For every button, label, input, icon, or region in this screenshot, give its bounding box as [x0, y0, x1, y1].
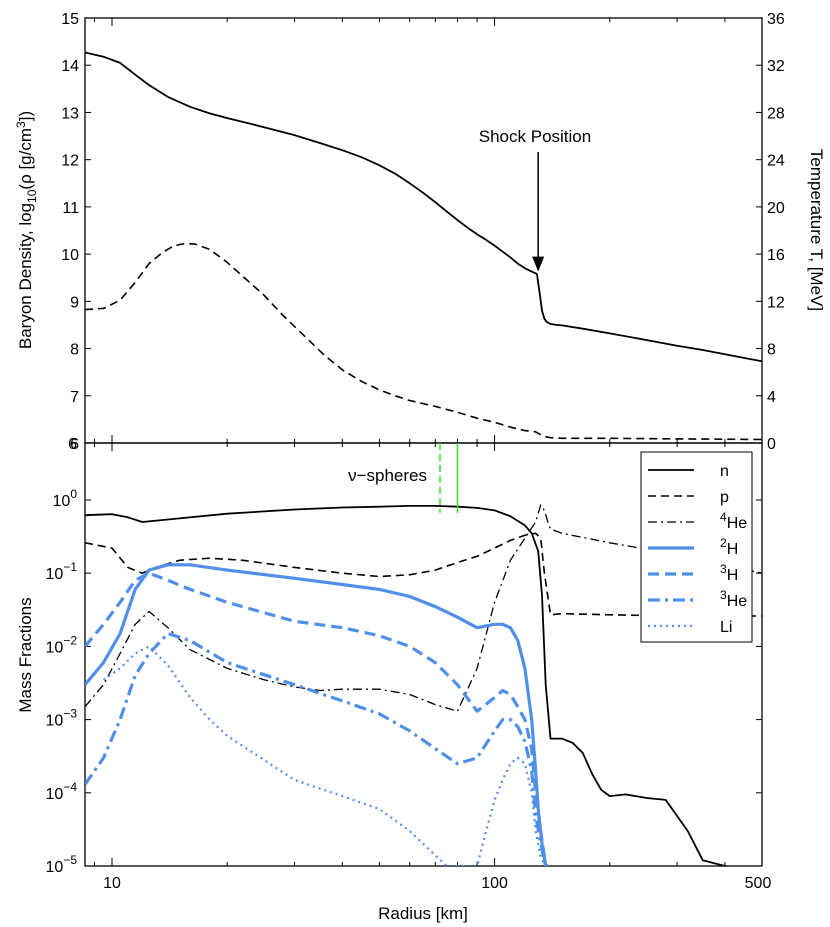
legend-label: 3He [720, 588, 747, 610]
top-y2tick-label: 32 [767, 58, 785, 75]
top-y2tick-label: 16 [767, 247, 785, 264]
ylabel-part-3: (ρ [g/cm [16, 128, 35, 190]
legend-box [640, 451, 753, 643]
bottom-series-group [85, 504, 762, 866]
temperature-line [85, 242, 762, 441]
top-ytick-label: 15 [61, 11, 79, 28]
top-right-axis: 0 4 8 12 16 20 24 28 32 36 [756, 11, 785, 453]
top-y2tick-label: 24 [767, 153, 785, 170]
ylabel-part-1: Baryon Density, log [16, 203, 35, 349]
bottom-ytick-label: 10−1 [46, 560, 78, 583]
top-ytick-label: 14 [61, 58, 79, 75]
bottom-y-axis: 10−5 10−4 10−3 10−2 10−1 100 6 [46, 436, 762, 876]
top-ytick-label: 8 [70, 342, 79, 359]
bottom-x-axis: 10 100 500 [93, 443, 772, 892]
right-axis-title: Temperature T, [MeV] [807, 149, 826, 311]
legend-label: 4He [720, 510, 747, 532]
left-axis-title-bottom: Mass Fractions [16, 597, 35, 712]
top-ytick-label: 13 [61, 105, 79, 122]
density-line [85, 51, 762, 363]
top-panel-frame [84, 17, 763, 444]
top-ytick-label: 9 [70, 294, 79, 311]
nu-spheres-label: ν−spheres [348, 466, 427, 485]
ylabel-part-5: ]) [16, 111, 35, 121]
legend-label: p [720, 489, 729, 506]
x-axis-title: Radius [km] [378, 904, 468, 923]
top-y2tick-label: 28 [767, 105, 785, 122]
series-2h-line [85, 563, 549, 866]
legend-label: Li [720, 619, 732, 636]
top-ytick-label: 6 [70, 436, 79, 453]
series-p-line [85, 532, 762, 617]
series-li-line [102, 645, 547, 866]
shock-arrow-head [532, 256, 545, 272]
top-y2tick-label: 36 [767, 11, 785, 28]
nu-spheres-markers [439, 443, 459, 513]
legend: np 4He 2H 3H 3He Li [640, 451, 753, 643]
legend-label: 3H [720, 562, 738, 584]
bottom-ytick-label: 6 [68, 436, 77, 453]
ylabel-part-4: 3 [14, 121, 28, 128]
shock-position-label: Shock Position [479, 127, 591, 146]
top-y2tick-label: 20 [767, 200, 785, 217]
top-series-group [85, 51, 762, 441]
top-ytick-label: 10 [61, 247, 79, 264]
series-n-line [85, 504, 731, 866]
bottom-ytick-label: 10−5 [46, 853, 78, 876]
shock-arrow [532, 152, 545, 272]
top-y2tick-label: 12 [767, 294, 785, 311]
top-y2tick-label: 0 [767, 436, 776, 453]
bottom-xtick-label: 100 [481, 875, 508, 892]
top-ytick-label: 11 [62, 200, 79, 217]
series-4he-line [85, 504, 762, 712]
legend-label: n [720, 463, 729, 480]
top-left-axis: 6 7 8 9 10 11 12 13 14 15 [61, 11, 726, 453]
top-y2tick-label: 4 [767, 389, 776, 406]
top-ytick-label: 7 [70, 389, 79, 406]
bottom-ytick-label: 10−2 [46, 633, 78, 656]
top-ytick-label: 12 [61, 153, 79, 170]
series-3h-line [85, 571, 549, 866]
left-axis-title-top: Baryon Density, log10(ρ [g/cm3]) [14, 111, 39, 349]
top-y2tick-label: 8 [767, 342, 776, 359]
bottom-ytick-label: 10−3 [46, 707, 78, 730]
series-3he-line [85, 631, 549, 866]
bottom-panel-frame [84, 442, 763, 867]
bottom-ytick-label: 10−4 [46, 780, 78, 803]
bottom-xtick-label: 10 [103, 875, 121, 892]
ylabel-part-2: 10 [25, 189, 39, 203]
legend-label: 2H [720, 536, 738, 558]
bottom-ytick-label: 100 [53, 487, 78, 510]
bottom-xtick-label: 500 [745, 875, 772, 892]
